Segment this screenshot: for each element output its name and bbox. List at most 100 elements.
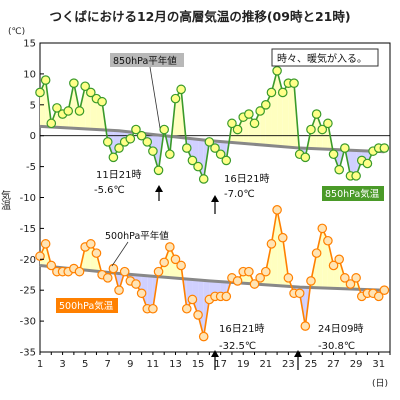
series500-point: [323, 235, 333, 246]
series850-point: [266, 87, 277, 98]
series850-point: [328, 149, 339, 160]
series500-point: [91, 248, 102, 258]
series850-point: [334, 164, 344, 175]
series500-point: [176, 260, 186, 271]
series850-points: [35, 66, 390, 184]
series500-point: [311, 248, 322, 258]
series850-fill-seg: [288, 83, 295, 148]
series850-fill-seg: [73, 83, 80, 129]
series850-point: [46, 118, 57, 129]
chart-title: つくばにおける12月の高層気温の推移(09時と21時): [49, 9, 350, 24]
series500-point: [198, 331, 209, 342]
series500-point: [181, 303, 192, 314]
series500-point: [345, 279, 356, 289]
a3-time: 16日21時: [219, 323, 264, 335]
series500-point: [306, 276, 316, 286]
series850-point: [136, 130, 147, 141]
series850-point: [52, 103, 62, 113]
series500-point: [102, 273, 113, 283]
x-tick-label: 9: [127, 359, 133, 370]
series850-fill-seg: [254, 110, 261, 145]
series850-point: [300, 152, 311, 163]
series850-point: [187, 155, 198, 166]
series850-point: [261, 100, 271, 110]
series500-point: [373, 291, 384, 302]
series850-point: [249, 118, 260, 129]
series850-point: [289, 78, 299, 88]
avg500-label-box: 500hPa平年値: [102, 228, 176, 242]
series850-point: [102, 137, 113, 147]
series850-point: [340, 143, 350, 153]
series500-label: 500hPa気温: [59, 300, 114, 312]
series850-point: [311, 109, 322, 119]
x-tick-label: 3: [59, 359, 65, 370]
x-tick-label: 5: [82, 359, 88, 370]
series850-point: [272, 66, 282, 76]
x-tick-label: 1: [37, 359, 43, 370]
series500-point: [340, 273, 350, 283]
series850-point: [170, 93, 181, 104]
series500-point: [255, 273, 265, 283]
series850-point: [97, 96, 107, 107]
series850-point: [351, 171, 361, 181]
series850-label: 850hPa気温: [325, 188, 380, 200]
series850-point: [142, 137, 153, 147]
series500-point: [46, 260, 57, 271]
series500-fill-seg: [316, 228, 323, 288]
series850-fill-seg: [68, 83, 74, 129]
series850-point: [227, 118, 237, 129]
series500-point: [86, 239, 96, 249]
series850-point: [379, 143, 390, 153]
series850-label-box: 850hPa気温: [322, 186, 384, 201]
x-tick-label: 11: [147, 359, 160, 370]
series500-point: [294, 288, 305, 299]
annotation-24th-500: 24日09時 -30.8℃: [294, 323, 363, 370]
avg850-label-box: 850hPa平年値: [110, 53, 184, 67]
y-tick-label: -30: [20, 317, 36, 328]
series850-point: [255, 106, 265, 116]
x-unit: (日): [372, 378, 388, 389]
warm-note: 時々、暖気が入る。: [277, 52, 367, 65]
y-tick-label: -10: [20, 193, 36, 204]
series500-point: [221, 291, 232, 302]
series500-point: [35, 251, 45, 262]
x-tick-label: 15: [192, 359, 205, 370]
series850-point: [153, 165, 164, 176]
series500-fill-seg: [198, 280, 204, 337]
series850-fill-seg: [113, 130, 120, 158]
series500-point: [249, 279, 260, 289]
x-tick-label: 25: [305, 359, 318, 370]
series500-points: [35, 205, 390, 342]
series500-point: [108, 263, 119, 274]
series500-point: [170, 254, 181, 265]
avg500-line: [39, 263, 385, 292]
series850-point: [114, 143, 124, 153]
y-tick-label: -15: [20, 224, 36, 235]
series500-point: [193, 310, 203, 320]
y-tick-label: -5: [26, 162, 36, 173]
series500-fill-seg: [277, 209, 283, 286]
y-tick-label: -25: [20, 286, 36, 297]
series850-point: [125, 133, 136, 144]
x-tick-label: 19: [237, 359, 250, 370]
series500-point: [300, 321, 311, 331]
series850-point: [323, 118, 333, 129]
series850-point: [362, 158, 373, 169]
series500-point: [131, 279, 141, 289]
series500-point: [283, 273, 294, 283]
y-unit: (℃): [8, 27, 25, 37]
series850-point: [232, 124, 243, 135]
series500-point: [277, 232, 288, 243]
series850-point: [198, 174, 209, 184]
series500-point: [40, 239, 51, 249]
series850-point: [74, 106, 85, 116]
series850-fill-seg: [350, 150, 357, 176]
series850-point: [131, 124, 141, 135]
series500-point: [165, 242, 175, 252]
series500-point: [74, 266, 85, 277]
avg850-label: 850hPa平年値: [113, 55, 177, 67]
warm-note-box: 時々、暖気が入る。: [271, 48, 379, 67]
series500-point: [266, 239, 277, 249]
x-tick-label: 29: [350, 359, 363, 370]
